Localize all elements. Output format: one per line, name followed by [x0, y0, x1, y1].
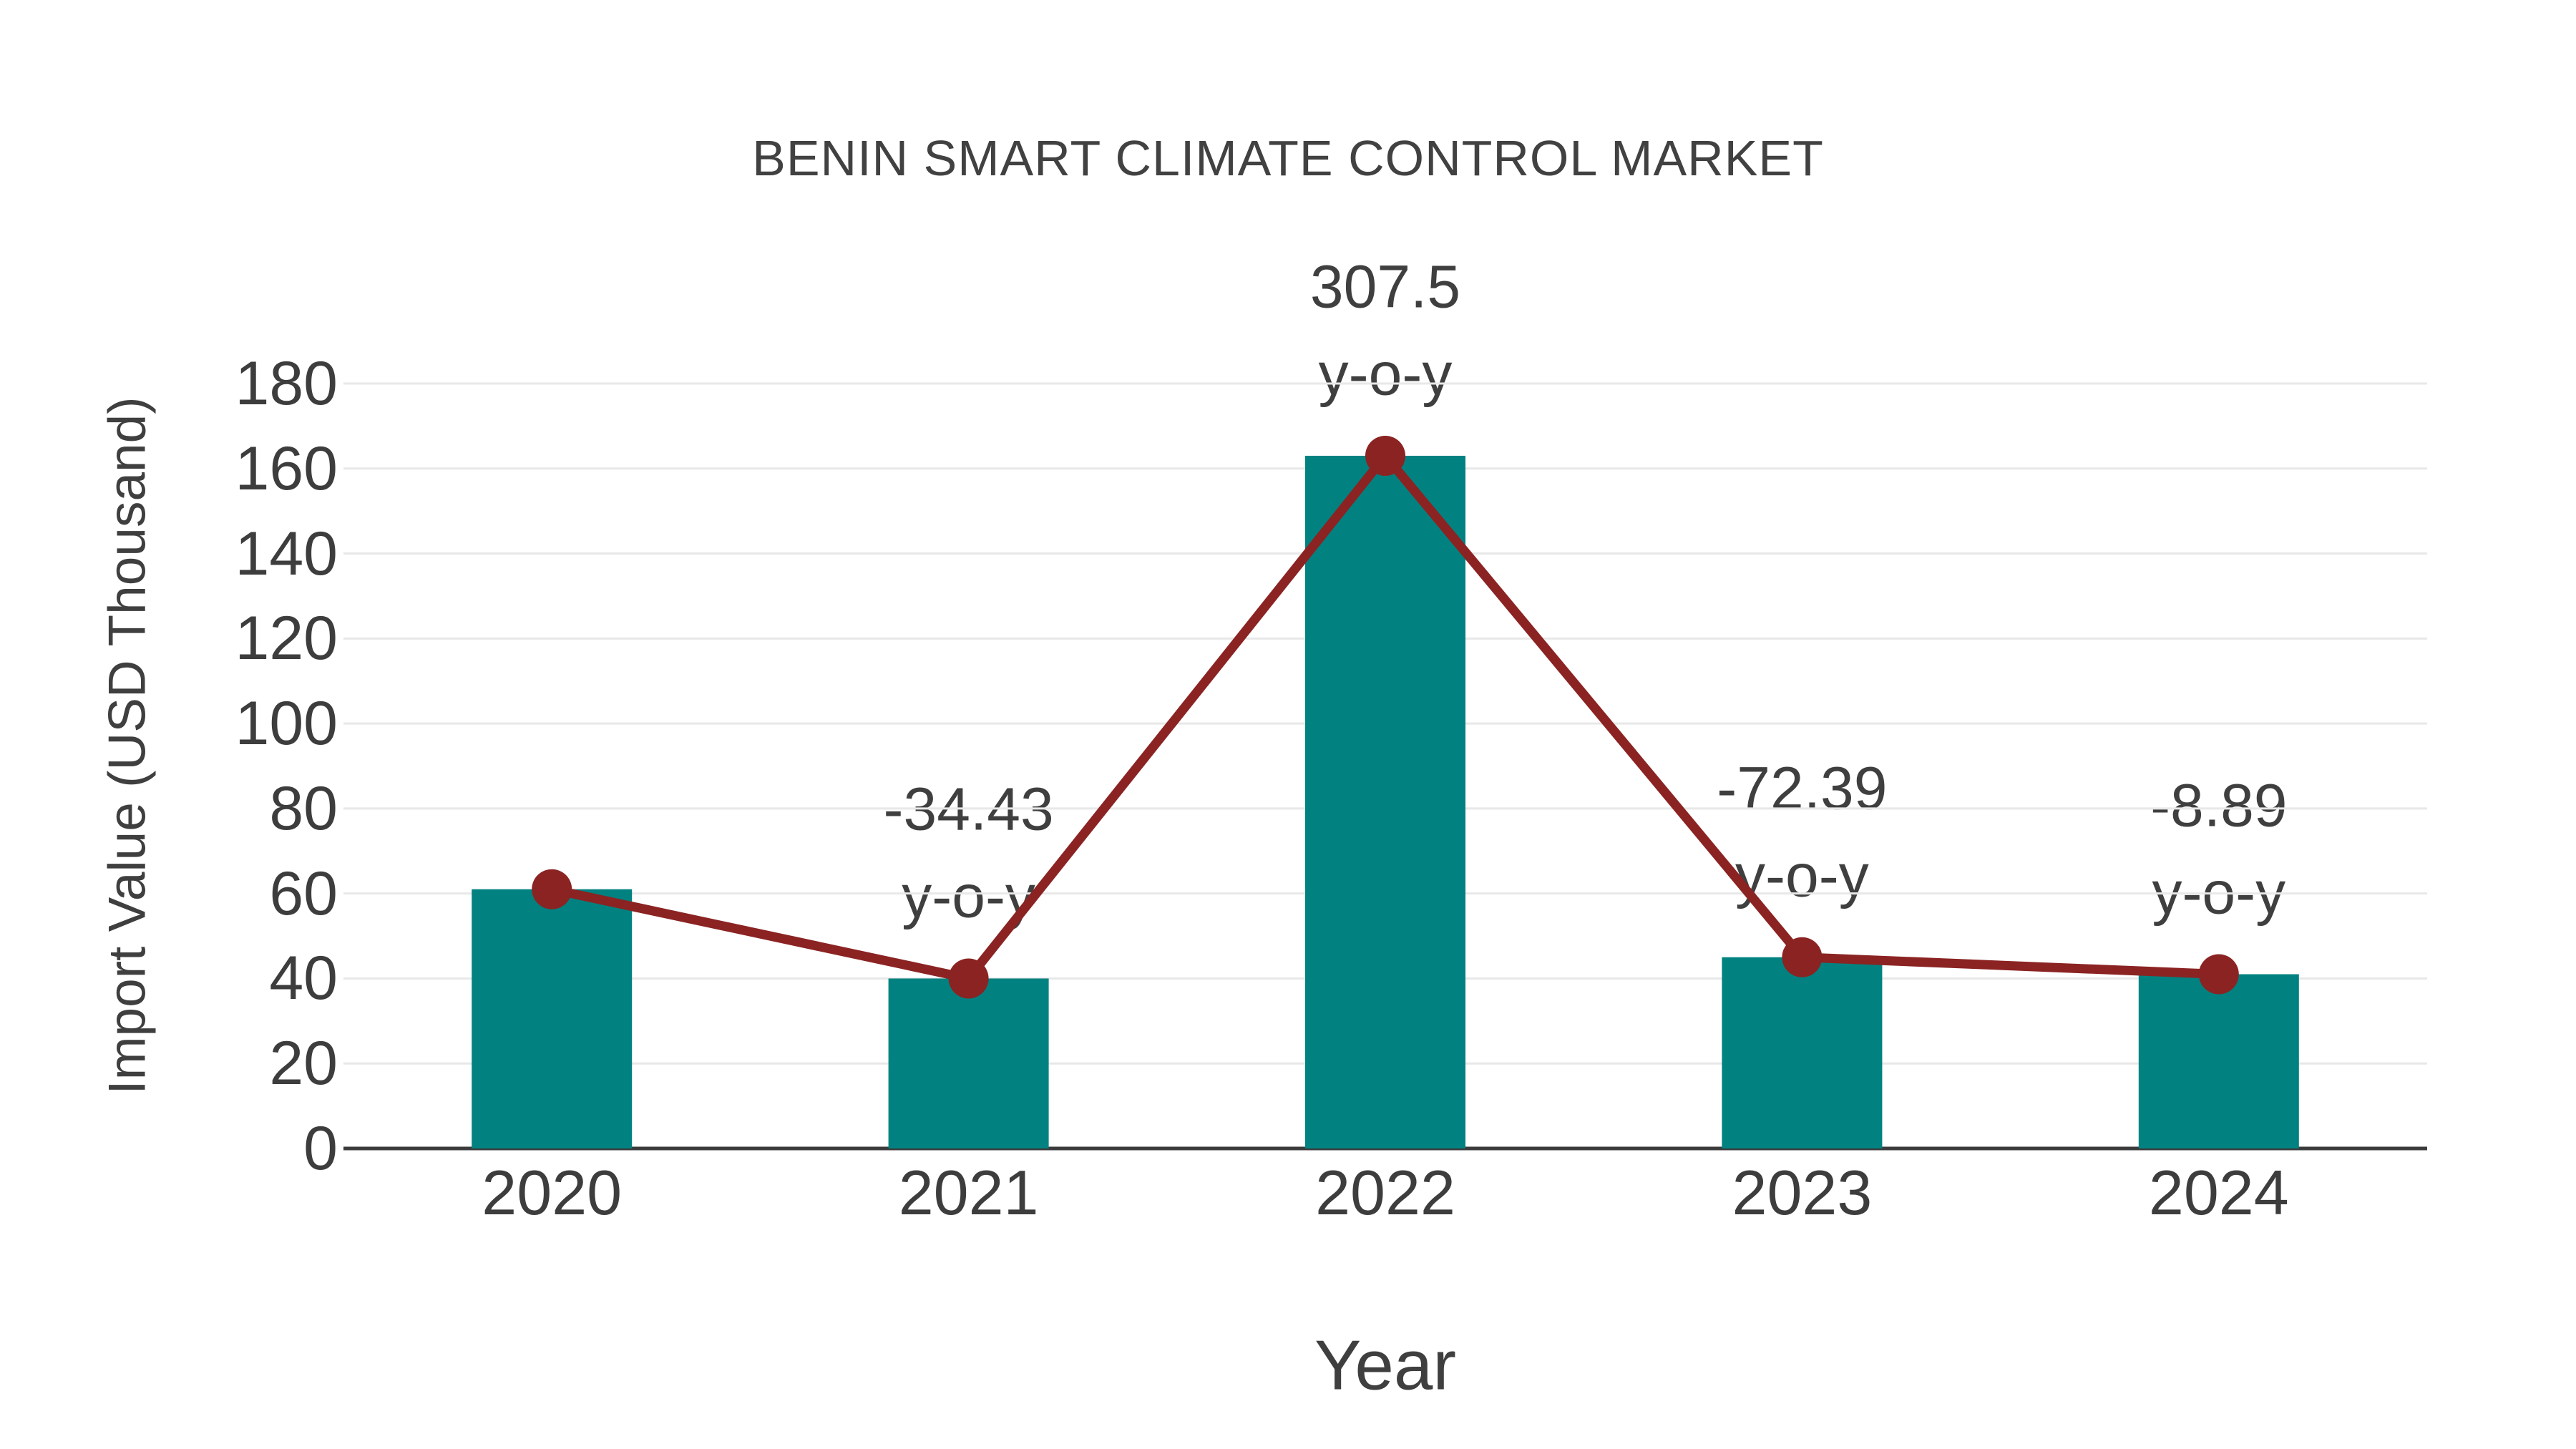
annotation-unit-2022: y-o-y — [1318, 340, 1453, 408]
y-tick-label-80: 80 — [269, 774, 338, 843]
annotation-value-2021: -34.43 — [883, 775, 1054, 843]
y-tick-label-0: 0 — [303, 1114, 338, 1183]
x-tick-label-2020: 2020 — [482, 1157, 623, 1228]
y-tick-label-100: 100 — [235, 689, 338, 758]
y-tick-label-140: 140 — [235, 519, 338, 588]
annotation-unit-2021: y-o-y — [902, 862, 1035, 930]
y-tick-label-120: 120 — [235, 604, 338, 673]
x-tick-label-2021: 2021 — [898, 1157, 1039, 1228]
x-tick-label-2023: 2023 — [1732, 1157, 1873, 1228]
y-tick-label-20: 20 — [269, 1029, 338, 1098]
annotation-value-2023: -72.39 — [1717, 754, 1888, 822]
x-axis-title: Year — [1314, 1325, 1457, 1405]
annotation-value-2024: -8.89 — [2150, 771, 2288, 839]
annotation-unit-2023: y-o-y — [1735, 841, 1869, 909]
annotation-unit-2024: y-o-y — [2152, 859, 2286, 926]
y-tick-label-180: 180 — [235, 349, 338, 418]
y-tick-label-60: 60 — [269, 859, 338, 928]
x-tick-label-2024: 2024 — [2148, 1157, 2289, 1228]
x-tick-label-2022: 2022 — [1315, 1157, 1455, 1228]
y-tick-label-40: 40 — [269, 944, 338, 1013]
annotation-value-2022: 307.5 — [1309, 253, 1461, 321]
chart-title: BENIN SMART CLIMATE CONTROL MARKET — [752, 130, 1824, 186]
y-tick-label-160: 160 — [235, 434, 338, 503]
